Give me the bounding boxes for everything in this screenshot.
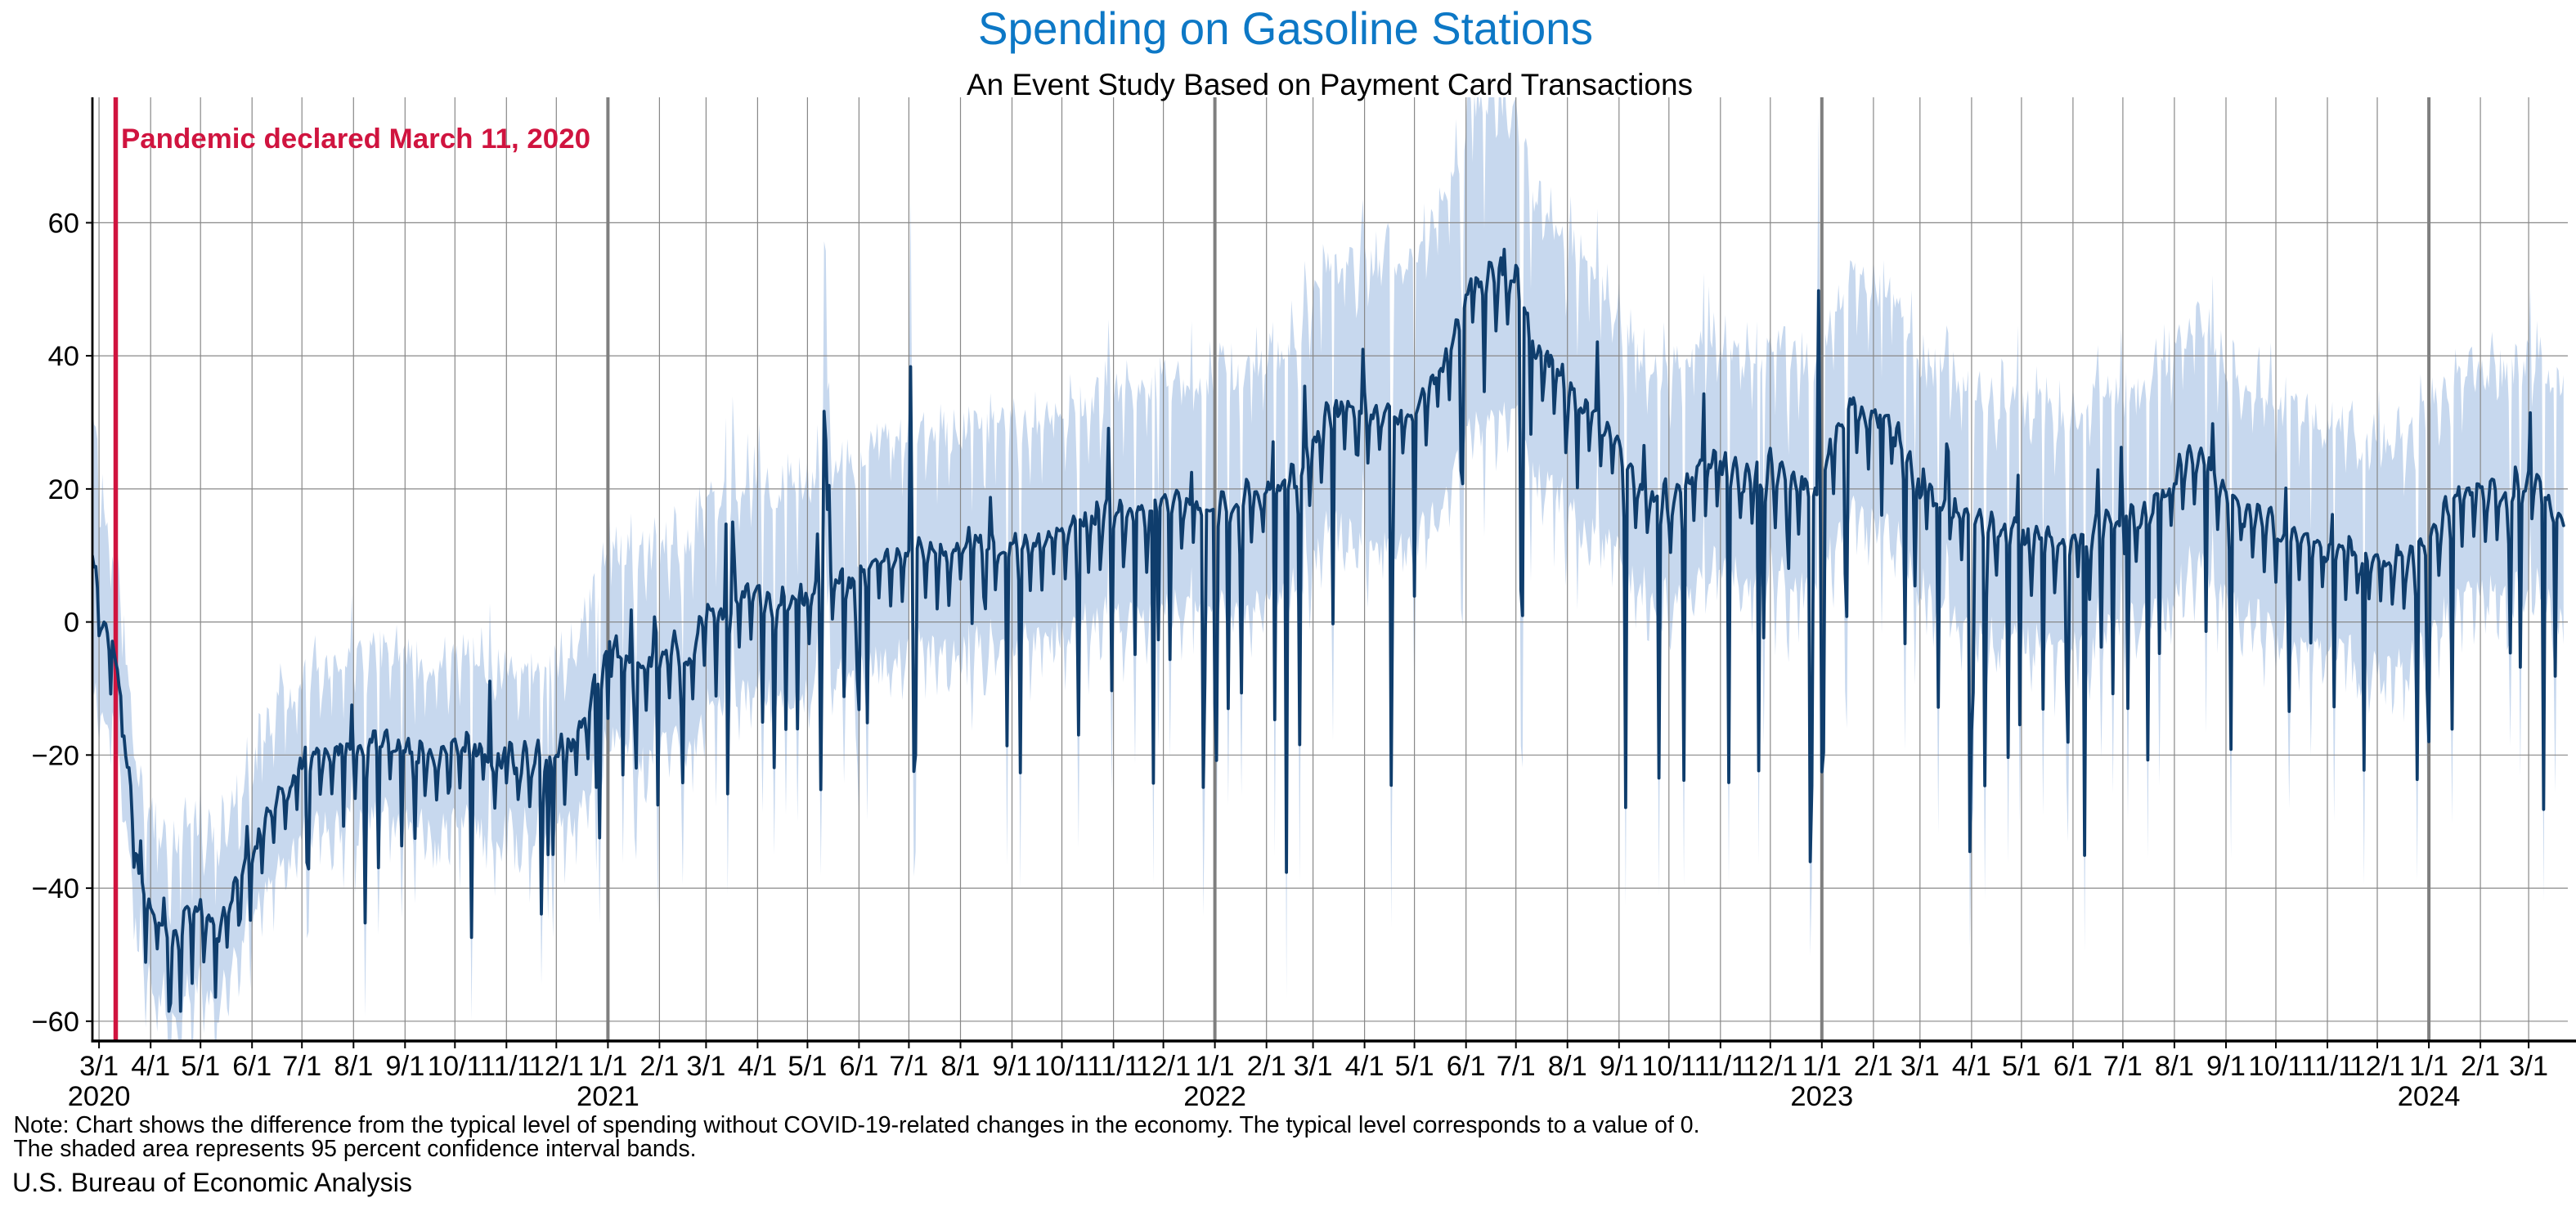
svg-text:2024: 2024 [2398,1081,2461,1112]
svg-text:The shaded area represents 95: The shaded area represents 95 percent co… [14,1136,697,1162]
svg-text:3/1: 3/1 [2509,1051,2548,1082]
svg-text:1/1: 1/1 [588,1051,627,1082]
svg-text:6/1: 6/1 [2053,1051,2093,1082]
svg-text:8/1: 8/1 [941,1051,981,1082]
svg-text:10/1: 10/1 [1641,1051,1696,1082]
svg-text:12/1: 12/1 [529,1051,584,1082]
svg-text:−40: −40 [31,873,79,904]
svg-text:2020: 2020 [68,1081,131,1112]
svg-text:12/1: 12/1 [1743,1051,1797,1082]
svg-text:1/1: 1/1 [1802,1051,1842,1082]
svg-text:4/1: 4/1 [738,1051,777,1082]
svg-text:8/1: 8/1 [1548,1051,1587,1082]
svg-text:2/1: 2/1 [1247,1051,1286,1082]
svg-text:10/1: 10/1 [428,1051,482,1082]
svg-text:12/1: 12/1 [1136,1051,1191,1082]
svg-text:6/1: 6/1 [232,1051,272,1082]
svg-text:6/1: 6/1 [1447,1051,1486,1082]
svg-text:9/1: 9/1 [385,1051,424,1082]
svg-text:Note: Chart shows the differen: Note: Chart shows the difference from th… [14,1112,1700,1138]
svg-text:7/1: 7/1 [1497,1051,1536,1082]
svg-text:2022: 2022 [1183,1081,1246,1112]
svg-text:8/1: 8/1 [2155,1051,2194,1082]
svg-text:11/1: 11/1 [1694,1051,1748,1082]
svg-text:10/1: 10/1 [2248,1051,2303,1082]
svg-text:Spending on Gasoline Stations: Spending on Gasoline Stations [978,3,1593,54]
svg-text:60: 60 [48,208,79,239]
svg-text:5/1: 5/1 [1395,1051,1434,1082]
svg-text:3/1: 3/1 [686,1051,725,1082]
svg-text:7/1: 7/1 [889,1051,928,1082]
svg-text:−20: −20 [31,740,79,771]
svg-text:8/1: 8/1 [334,1051,373,1082]
svg-text:5/1: 5/1 [181,1051,220,1082]
svg-text:9/1: 9/1 [2206,1051,2246,1082]
svg-text:7/1: 7/1 [282,1051,321,1082]
svg-text:2021: 2021 [577,1081,640,1112]
svg-text:6/1: 6/1 [839,1051,878,1082]
svg-text:12/1: 12/1 [2349,1051,2404,1082]
svg-text:An Event Study Based on Paymen: An Event Study Based on Payment Card Tra… [967,67,1693,101]
svg-text:3/1: 3/1 [1294,1051,1333,1082]
svg-text:4/1: 4/1 [1345,1051,1384,1082]
svg-text:11/1: 11/1 [480,1051,533,1082]
svg-text:9/1: 9/1 [1600,1051,1639,1082]
svg-text:2/1: 2/1 [1854,1051,1893,1082]
svg-text:2/1: 2/1 [2461,1051,2500,1082]
svg-text:9/1: 9/1 [993,1051,1032,1082]
svg-text:0: 0 [64,608,79,639]
svg-text:7/1: 7/1 [2103,1051,2143,1082]
svg-text:5/1: 5/1 [788,1051,827,1082]
svg-text:−60: −60 [31,1007,79,1038]
svg-text:5/1: 5/1 [2002,1051,2041,1082]
svg-text:4/1: 4/1 [131,1051,170,1082]
svg-text:U.S. Bureau of Economic Analys: U.S. Bureau of Economic Analysis [12,1168,412,1197]
svg-text:11/1: 11/1 [2301,1051,2354,1082]
svg-text:40: 40 [48,341,79,372]
svg-text:20: 20 [48,474,79,505]
svg-text:10/1: 10/1 [1034,1051,1089,1082]
svg-text:3/1: 3/1 [1901,1051,1940,1082]
svg-text:3/1: 3/1 [79,1051,119,1082]
svg-text:1/1: 1/1 [1196,1051,1235,1082]
svg-text:2023: 2023 [1790,1081,1853,1112]
svg-text:Pandemic declared March 11, 20: Pandemic declared March 11, 2020 [121,123,590,155]
svg-text:11/1: 11/1 [1087,1051,1140,1082]
svg-text:4/1: 4/1 [1952,1051,1991,1082]
svg-text:2/1: 2/1 [640,1051,679,1082]
svg-text:1/1: 1/1 [2409,1051,2448,1082]
